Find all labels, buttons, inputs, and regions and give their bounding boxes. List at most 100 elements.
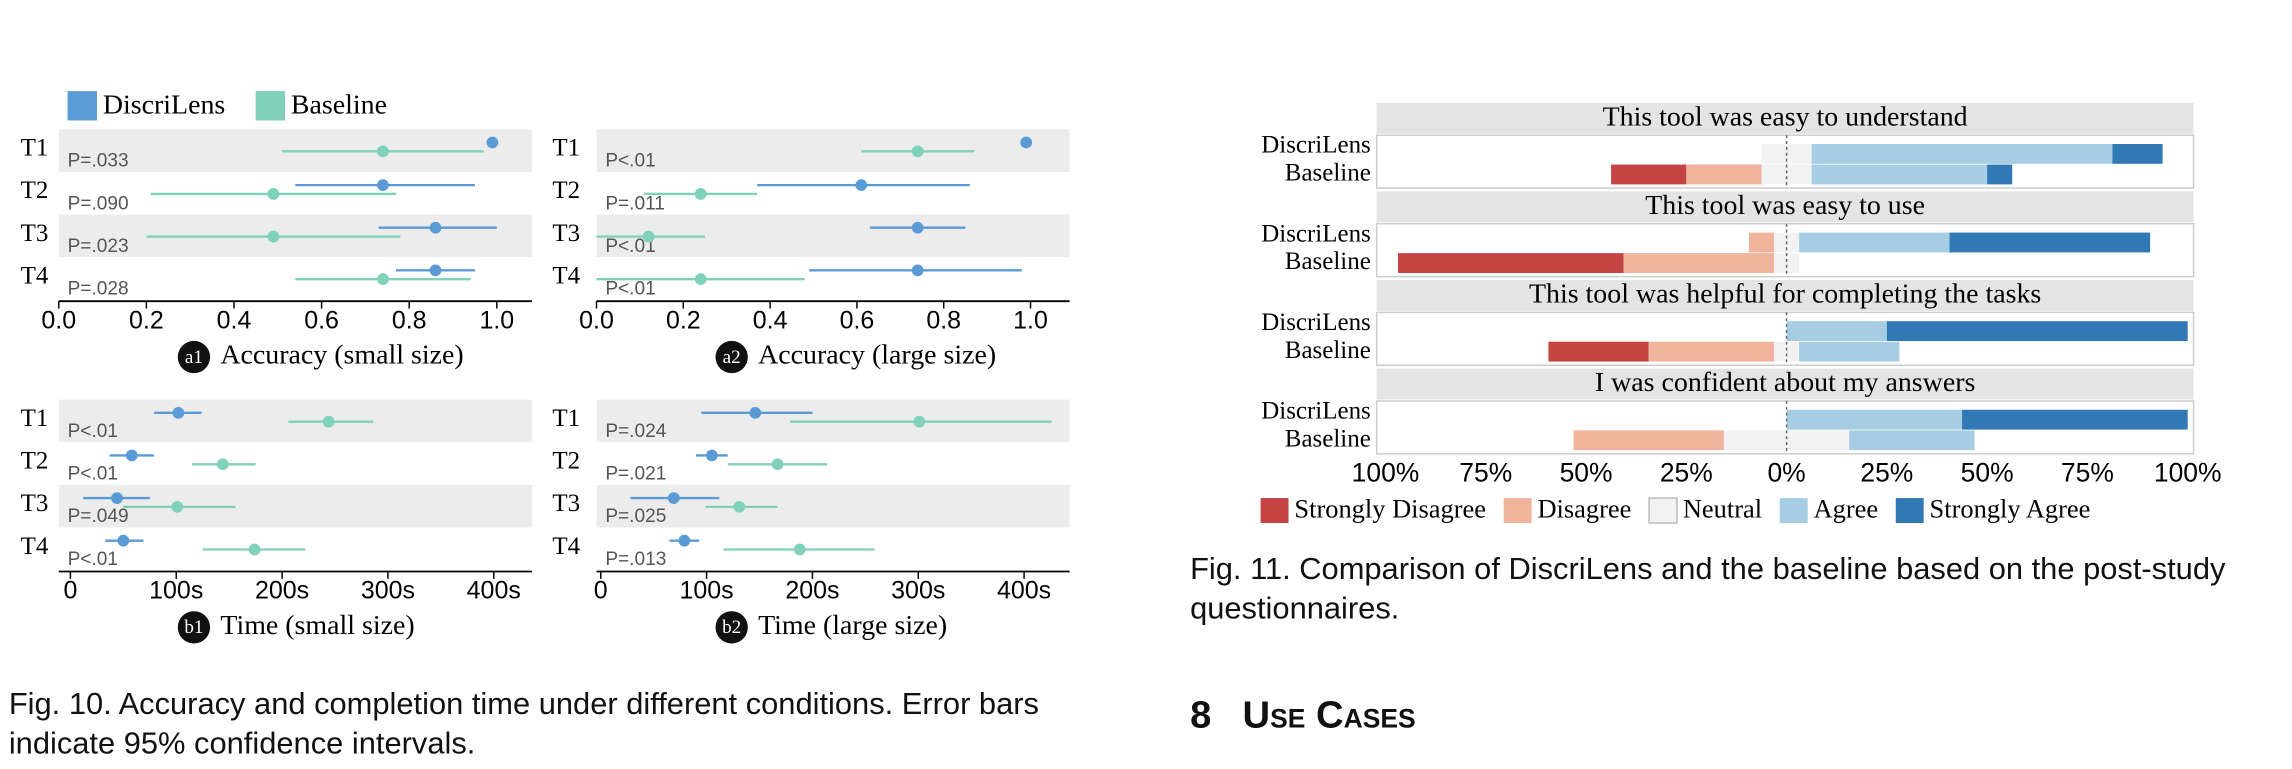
row-label: T1 — [21, 135, 49, 162]
mean-dot — [117, 534, 130, 547]
x-tick-label: 100s — [679, 577, 733, 605]
legend-swatch — [1260, 498, 1289, 524]
row-label: Baseline — [1285, 337, 1371, 364]
x-tick-label: 25% — [1860, 458, 1913, 488]
mean-dot — [855, 179, 868, 191]
x-tick-label: 0.6 — [840, 306, 875, 334]
question: This tool was easy to understand — [1603, 101, 1968, 132]
legend-label: Neutral — [1683, 493, 1762, 523]
p-value: P=.021 — [605, 464, 666, 485]
mean-dot — [911, 221, 924, 234]
x-tick-label: 1.0 — [479, 306, 514, 334]
p-value: P<.01 — [68, 421, 118, 442]
p-value: P<.01 — [68, 549, 118, 570]
mean-dot — [248, 543, 261, 556]
question-band — [1376, 102, 2194, 134]
x-tick-label: 75% — [1459, 458, 1512, 488]
panel-title: Time (small size) — [220, 610, 414, 641]
badge-label: a2 — [723, 347, 741, 368]
likert-segment — [1799, 232, 1950, 253]
p-value: P<.01 — [68, 464, 118, 485]
section-heading: 8 Use Cases — [1190, 692, 1416, 738]
x-tick-label: 0.2 — [129, 306, 164, 334]
badge — [715, 340, 748, 374]
row-label: T4 — [552, 262, 580, 289]
section-title: Use Cases — [1242, 692, 1416, 737]
p-value: P=.049 — [68, 506, 129, 527]
badge-label: a1 — [185, 347, 203, 368]
question-band — [1376, 280, 2194, 311]
row-label: DiscriLens — [1261, 309, 1371, 336]
mean-dot — [694, 273, 707, 286]
x-tick-label: 400s — [467, 577, 521, 605]
row-label: DiscriLens — [1261, 220, 1371, 247]
likert-segment — [1849, 430, 1975, 451]
x-tick-label: 100% — [1352, 458, 1420, 488]
x-tick-label: 0.4 — [217, 306, 252, 334]
row-label: DiscriLens — [1261, 397, 1371, 424]
likert-segment — [1811, 164, 1988, 185]
mean-dot — [429, 264, 442, 277]
likert-segment — [1774, 341, 1800, 362]
row-label: Baseline — [1285, 425, 1371, 452]
x-tick-label: 0.8 — [926, 306, 961, 334]
x-tick-label: 0 — [63, 577, 77, 605]
mean-dot — [322, 415, 335, 428]
mean-dot — [667, 492, 680, 504]
badge-label: b1 — [184, 617, 203, 638]
p-value: P=.033 — [68, 151, 129, 172]
row-label: T4 — [552, 533, 580, 560]
panel-title: Accuracy (small size) — [220, 339, 463, 370]
legend-label: Baseline — [291, 90, 387, 121]
x-tick-label: 0.0 — [579, 306, 614, 334]
row-label: T2 — [552, 448, 580, 475]
mean-dot — [267, 230, 280, 243]
mean-dot — [749, 406, 762, 419]
likert-segment — [1548, 341, 1649, 362]
legend-swatch — [67, 91, 97, 121]
likert-segment — [1723, 430, 1850, 451]
likert-segment — [1949, 232, 2151, 253]
likert-segment — [1799, 341, 1900, 362]
badge — [177, 340, 211, 374]
legend-label: Strongly Disagree — [1294, 493, 1486, 523]
mean-dot — [1020, 136, 1033, 149]
x-tick-label: 100s — [149, 577, 203, 605]
x-tick-label: 0.2 — [666, 306, 701, 334]
legend-swatch — [255, 91, 286, 121]
mean-dot — [911, 264, 924, 277]
row-label: T2 — [21, 177, 49, 204]
legend-swatch — [1648, 497, 1678, 524]
row-label: T1 — [552, 405, 580, 432]
x-tick-label: 1.0 — [1013, 306, 1048, 334]
x-tick-label: 200s — [785, 577, 839, 605]
question-band — [1376, 368, 2194, 400]
mean-dot — [642, 230, 655, 243]
likert-segment — [1786, 321, 1887, 342]
x-tick-label: 0.8 — [392, 306, 427, 334]
p-value: P=.013 — [605, 549, 666, 570]
mean-dot — [733, 501, 746, 513]
row-label: T1 — [552, 135, 580, 162]
question-band — [1376, 191, 2194, 223]
question: This tool was easy to use — [1645, 190, 1925, 221]
p-value: P=.024 — [605, 421, 666, 442]
mean-dot — [267, 188, 280, 200]
likert-segment — [1811, 143, 2113, 164]
mean-dot — [429, 221, 442, 234]
likert-segment — [1686, 164, 1762, 185]
mean-dot — [486, 136, 499, 149]
mean-dot — [377, 179, 389, 191]
likert-segment — [1987, 164, 2013, 185]
mean-dot — [678, 534, 691, 547]
x-tick-label: 0.0 — [41, 306, 76, 334]
row-band — [596, 129, 1070, 172]
row-label: T3 — [21, 490, 49, 517]
figure-caption: Fig. 11. Comparison of DiscriLens and th… — [1190, 552, 2226, 626]
section-number: 8 — [1190, 692, 1212, 737]
row-label: Baseline — [1285, 248, 1371, 275]
badge-label: b2 — [722, 617, 741, 638]
legend-swatch — [1895, 498, 1924, 524]
row-label: T3 — [21, 220, 49, 247]
